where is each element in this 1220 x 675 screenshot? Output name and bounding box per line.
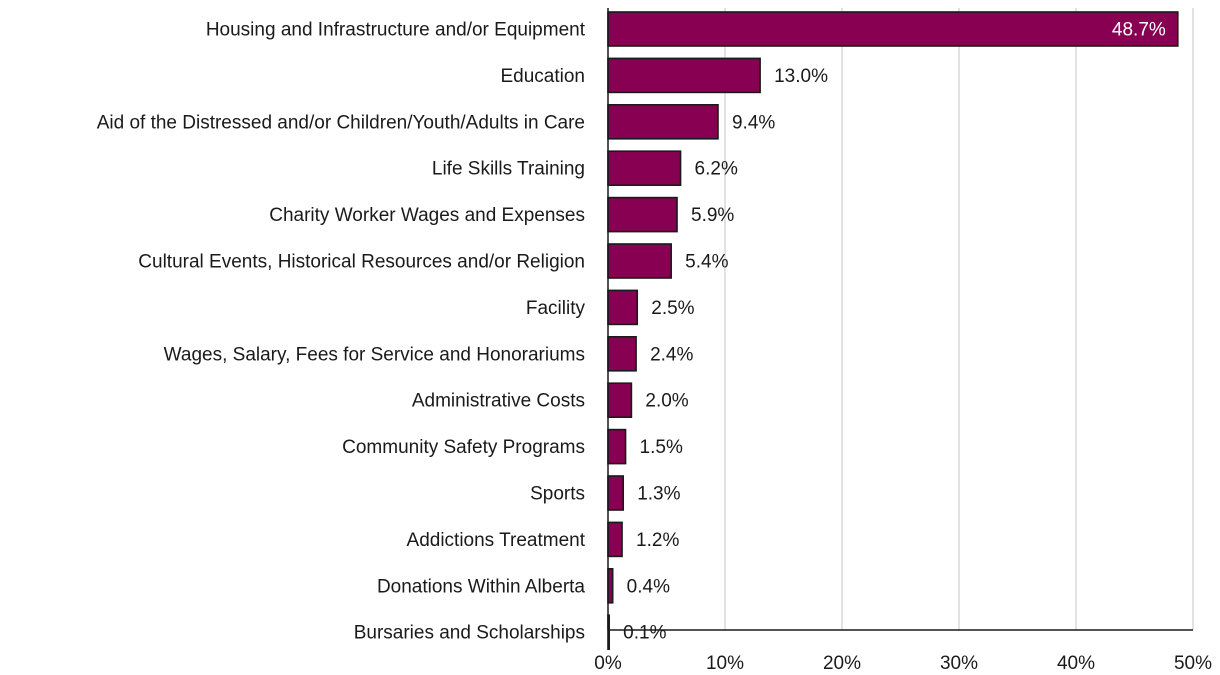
category-label: Bursaries and Scholarships (354, 623, 585, 644)
category-label: Sports (530, 484, 585, 505)
category-label: Administrative Costs (412, 391, 585, 412)
data-label: 0.4% (627, 576, 670, 597)
category-label: Life Skills Training (432, 159, 585, 180)
data-label: 2.5% (651, 298, 694, 319)
data-label: 1.5% (640, 437, 683, 458)
data-label: 13.0% (774, 66, 828, 87)
category-label: Facility (526, 298, 586, 319)
category-label: Donations Within Alberta (377, 576, 585, 597)
category-label: Aid of the Distressed and/or Children/Yo… (97, 112, 585, 133)
data-label: 0.1% (623, 623, 666, 644)
data-label: 9.4% (732, 112, 775, 133)
category-label: Cultural Events, Historical Resources an… (138, 252, 585, 273)
bar (607, 196, 678, 233)
bar (607, 57, 761, 94)
data-label: 1.3% (637, 484, 680, 505)
gridlines (724, 8, 1194, 630)
category-label: Charity Worker Wages and Expenses (269, 205, 585, 226)
category-label: Wages, Salary, Fees for Service and Hono… (164, 344, 585, 365)
bar (607, 428, 627, 465)
category-label: Community Safety Programs (342, 437, 585, 458)
bar (607, 521, 623, 558)
bar (607, 335, 637, 372)
axes (607, 8, 1193, 631)
data-label: 6.2% (695, 159, 738, 180)
data-label: 2.0% (645, 391, 688, 412)
category-label: Housing and Infrastructure and/or Equipm… (206, 20, 586, 41)
category-labels: Housing and Infrastructure and/or Equipm… (97, 20, 586, 644)
data-label: 5.4% (685, 252, 728, 273)
data-label: 5.9% (691, 205, 734, 226)
x-tick-label: 50% (1174, 653, 1212, 674)
bar (607, 11, 1179, 47)
bar (607, 475, 625, 511)
data-label: 2.4% (650, 344, 693, 365)
data-label: 1.2% (636, 530, 679, 551)
bar (607, 289, 639, 326)
bar (607, 104, 719, 140)
bar (607, 150, 682, 186)
x-tick-labels: 0% 10% 20% 30% 40% 50% (594, 653, 1212, 674)
bar (607, 382, 633, 419)
x-tick-label: 0% (594, 653, 622, 674)
x-tick-label: 40% (1057, 653, 1095, 674)
category-label: Addictions Treatment (407, 530, 586, 551)
x-tick-label: 10% (706, 653, 744, 674)
data-label: 48.7% (1112, 20, 1166, 41)
category-label: Education (500, 66, 585, 87)
bar (607, 243, 672, 279)
x-tick-label: 30% (940, 653, 978, 674)
bars (607, 11, 1179, 651)
x-tick-label: 20% (823, 653, 861, 674)
value-labels: 48.7% 13.0% 9.4% 6.2% 5.9% 5.4% 2.5% 2.4% 2.0% 1.… (623, 20, 1166, 644)
